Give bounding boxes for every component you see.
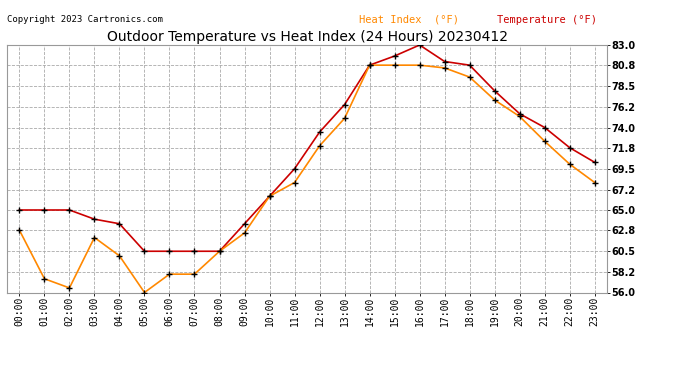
Text: Heat Index  (°F): Heat Index (°F) [359, 15, 459, 25]
Text: Copyright 2023 Cartronics.com: Copyright 2023 Cartronics.com [7, 15, 163, 24]
Title: Outdoor Temperature vs Heat Index (24 Hours) 20230412: Outdoor Temperature vs Heat Index (24 Ho… [106, 30, 508, 44]
Text: Temperature (°F): Temperature (°F) [497, 15, 597, 25]
